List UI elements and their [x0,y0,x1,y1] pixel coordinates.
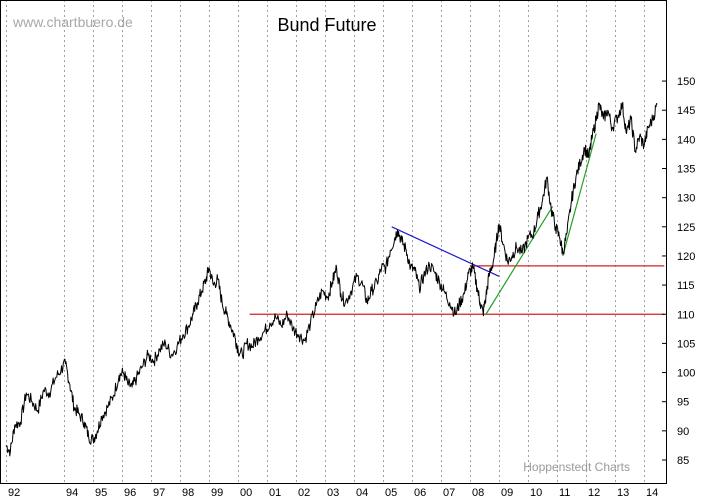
trend-line [391,226,500,277]
series-line [5,101,658,457]
price-series [5,101,658,457]
x-tick-label: 12 [588,487,600,499]
x-tick-label: 05 [385,487,397,499]
y-tick-label: 105 [677,338,695,350]
x-tick-label: 13 [617,487,629,499]
y-tick-label: 125 [677,222,695,234]
y-tick-label: 115 [677,280,695,292]
chart-title: Bund Future [277,15,376,35]
x-tick-label: 00 [240,487,252,499]
y-tick-label: 90 [677,426,689,438]
x-tick-label: 10 [530,487,542,499]
x-tick-label: 11 [559,487,570,499]
y-axis-ticks: 85 90 95 100 105 110 115 120 125 130 135 140 145 150 [662,76,695,467]
trend-line [485,206,554,315]
x-tick-label: 04 [356,487,368,499]
y-tick-label: 110 [677,309,695,321]
x-tick-label: 98 [182,487,194,499]
watermark: www.chartbuero.de [12,14,133,30]
trend-lines [249,133,665,315]
y-tick-label: 130 [677,193,695,205]
y-tick-label: 100 [677,368,695,380]
x-tick-label: 94 [66,487,78,499]
chart-credit: Hoppenstedt Charts [523,460,630,474]
x-tick-label: 07 [443,487,455,499]
x-tick-label: 06 [414,487,426,499]
x-axis-ticks: 92 94 95 96 97 98 99 00 01 02 03 04 05 06 07 08 09 10 11 12… [8,487,658,499]
x-tick-label: 92 [8,487,20,499]
y-tick-label: 95 [677,397,689,409]
x-tick-label: 95 [95,487,107,499]
y-tick-label: 135 [677,164,695,176]
x-tick-label: 09 [501,487,513,499]
x-tick-label: 02 [298,487,310,499]
x-tick-label: 14 [646,487,658,499]
y-tick-label: 120 [677,251,695,263]
x-tick-label: 97 [153,487,165,499]
y-tick-label: 140 [677,134,695,146]
y-tick-label: 85 [677,455,689,467]
x-tick-label: 01 [269,487,281,499]
trend-line [562,133,597,257]
x-tick-label: 96 [124,487,136,499]
y-tick-label: 145 [677,105,695,117]
x-tick-label: 99 [211,487,223,499]
x-tick-label: 08 [472,487,484,499]
plot-frame [0,0,667,484]
y-tick-label: 150 [677,76,695,88]
x-tick-label: 03 [327,487,339,499]
vertical-grid [6,0,645,483]
